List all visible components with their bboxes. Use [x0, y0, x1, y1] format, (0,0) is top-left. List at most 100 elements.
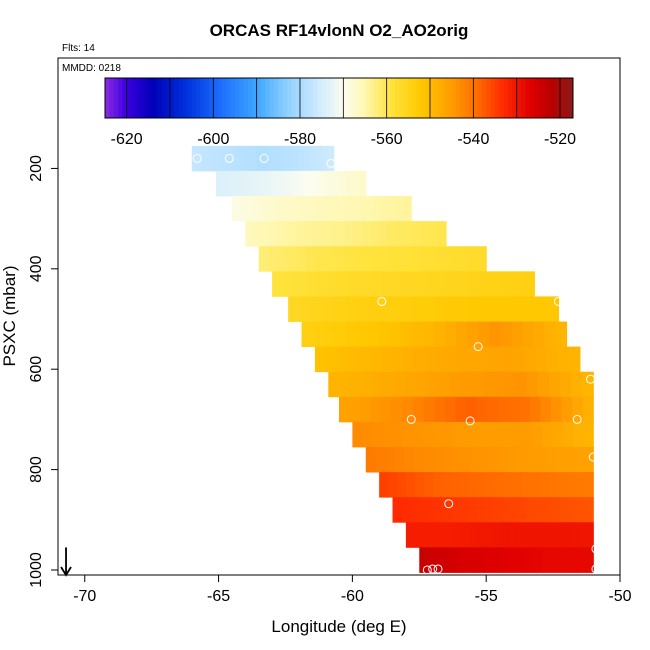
heatmap-cell — [268, 145, 276, 172]
heatmap-cell — [522, 421, 534, 448]
colorbar-band — [490, 78, 496, 118]
heatmap-cell — [234, 170, 242, 197]
heatmap-cell — [360, 396, 372, 423]
heatmap-cell — [476, 497, 486, 523]
heatmap-cell — [432, 447, 443, 473]
heatmap-cell — [396, 472, 407, 498]
sample-point — [192, 153, 202, 163]
heatmap-cell — [572, 396, 584, 423]
x-axis: -70 -65 -60 -55 -50 — [73, 574, 632, 605]
heatmap-cell — [526, 497, 536, 523]
heatmap-cell — [423, 296, 436, 322]
sample-point — [465, 416, 475, 426]
heatmap-cell — [245, 221, 255, 247]
heatmap-cell — [400, 321, 413, 348]
heatmap-cell — [429, 246, 440, 272]
colorbar-band — [235, 78, 240, 118]
heatmap-cell — [434, 321, 446, 348]
heatmap-cell — [583, 421, 594, 448]
heatmap-cell — [490, 296, 503, 322]
heatmap-cell — [347, 170, 354, 197]
heatmap-cell — [309, 170, 317, 197]
heatmap-cell — [584, 472, 594, 498]
heatmap-cell — [310, 145, 317, 172]
heatmap-cell — [345, 221, 355, 247]
heatmap-cell — [491, 346, 504, 373]
heatmap-cell — [425, 497, 435, 523]
colorbar-band — [165, 78, 171, 118]
heatmap-cell — [395, 221, 405, 247]
heatmap-cell — [245, 145, 252, 172]
y-tick-label: 400 — [28, 255, 45, 282]
heatmap-cell — [526, 447, 537, 473]
heatmap-cell — [405, 472, 416, 498]
heatmap-cell — [304, 145, 311, 172]
heatmap-cell — [329, 196, 338, 222]
heatmap-cell — [381, 396, 393, 423]
heatmap-cell — [334, 321, 347, 348]
heatmap-cell — [557, 547, 565, 573]
heatmap-cell — [467, 321, 479, 348]
colorbar-band — [161, 78, 167, 118]
heatmap-cell — [353, 170, 361, 197]
heatmap-cell — [221, 145, 228, 172]
x-tick-label: -70 — [73, 588, 96, 605]
heatmap-cell — [545, 447, 556, 473]
heatmap-cell — [404, 221, 414, 247]
heatmap-cell — [312, 221, 322, 247]
colorbar-band — [313, 78, 318, 118]
heatmap-cell — [456, 321, 468, 348]
colorbar-band — [382, 78, 388, 118]
sample-point — [422, 565, 432, 575]
heatmap-cell — [253, 170, 261, 197]
heatmap-cell — [549, 547, 558, 573]
colorbar-band — [486, 78, 492, 118]
heatmap-cell — [582, 371, 594, 398]
plot-area: -620 -600 -580 -560 -540 -520 MMDD: 0218 — [57, 57, 621, 577]
heatmap-cell — [381, 346, 393, 373]
heatmap-cell — [367, 321, 380, 348]
colorbar-band — [395, 78, 401, 118]
heatmap-cell — [522, 321, 534, 348]
colorbar-band — [187, 78, 193, 118]
x-tick-label: -60 — [341, 588, 364, 605]
heatmap-cell — [555, 447, 566, 473]
heatmap-cell — [508, 396, 520, 423]
heatmap-cell — [515, 522, 524, 548]
heatmap-cell — [355, 296, 368, 322]
heatmap-cell — [457, 246, 468, 272]
heatmap-cell — [303, 170, 311, 197]
heatmap-cell — [283, 271, 295, 297]
heatmap-cell — [321, 196, 330, 222]
heatmap-cell — [240, 170, 248, 197]
colorbar-band — [170, 78, 175, 118]
colorbar-band — [148, 78, 154, 118]
heatmap-cell — [457, 296, 469, 322]
colorbar-band — [265, 78, 271, 118]
heatmap-cell — [513, 346, 526, 373]
heatmap-cell — [375, 447, 386, 473]
heatmap-cell — [379, 221, 389, 247]
heatmap-cell — [576, 497, 586, 523]
heatmap-cell — [326, 271, 339, 297]
y-axis-label: PSXC (mbar) — [0, 265, 19, 366]
sample-point — [406, 414, 416, 424]
heatmap-cell — [468, 271, 481, 297]
heatmap-cell — [354, 221, 364, 247]
heatmap-cell — [507, 447, 519, 473]
colorbar-ticks: -620 -600 -580 -560 -540 -520 — [111, 78, 576, 148]
colorbar-band — [360, 78, 366, 118]
heatmap-cell — [388, 472, 398, 498]
colorbar-band — [152, 78, 158, 118]
x-tick-label: -65 — [207, 588, 230, 605]
colorbar-band — [555, 78, 561, 118]
heatmap-cell — [333, 296, 346, 322]
heatmap-cell — [438, 371, 451, 398]
heatmap-cell — [543, 497, 553, 523]
heatmap-cell — [546, 522, 555, 548]
heatmap-cell — [228, 170, 236, 197]
heatmap-cell — [315, 246, 326, 272]
heatmap-cell — [315, 271, 328, 297]
heatmap-cell — [427, 371, 440, 398]
heatmap-cell — [412, 221, 422, 247]
